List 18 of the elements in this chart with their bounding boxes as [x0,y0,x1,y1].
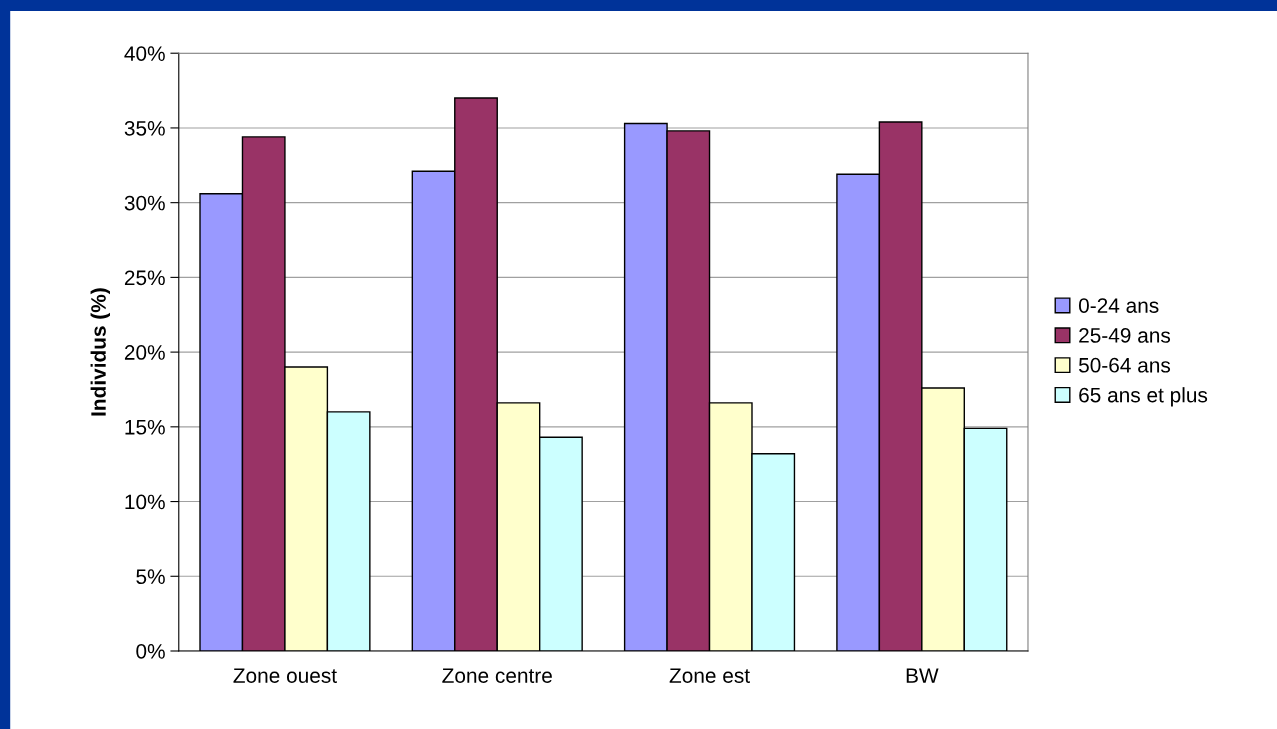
legend-label: 50-64 ans [1078,357,1171,373]
y-tick-label: 40% [124,46,165,61]
legend-label: 65 ans et plus [1079,387,1208,407]
y-tick-label: 10% [125,494,165,510]
x-tick-label: BW [906,668,939,683]
y-tick-label: 0% [136,644,165,659]
y-axis-title: Individus (%) [90,288,110,416]
y-tick-label: 30% [124,195,165,211]
y-tick-label: 15% [125,419,165,435]
y-tick-label: 5% [136,569,165,585]
x-tick-label: Zone ouest [233,668,337,683]
y-tick-label: 25% [124,270,165,286]
legend-label: 25-49 ans [1079,328,1171,343]
y-tick-label: 20% [124,345,165,360]
x-tick-label: Zone centre [442,668,552,683]
x-tick-label: Zone est [669,668,750,683]
legend-label: 0-24 ans [1078,298,1159,313]
y-tick-label: 35% [124,120,165,136]
